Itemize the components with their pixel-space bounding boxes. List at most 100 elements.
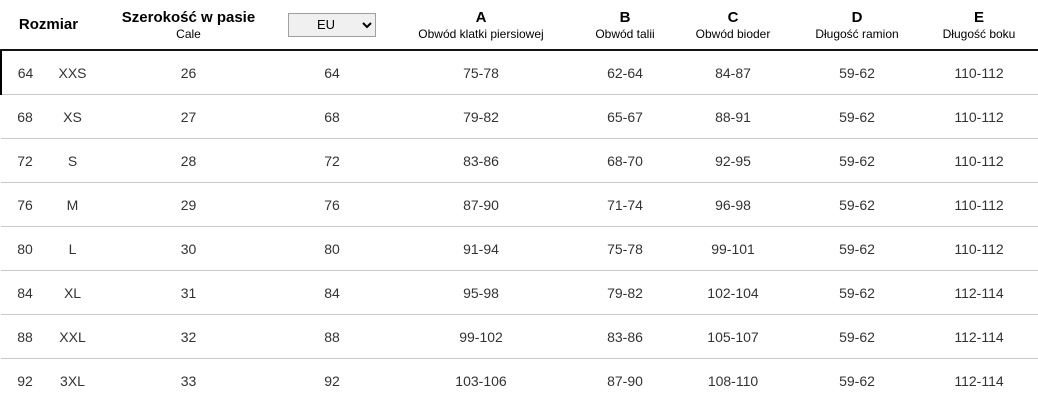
cell-chest: 95-98	[383, 270, 579, 315]
cell-arm-length: 59-62	[795, 314, 919, 359]
header-measure-c-code: C	[727, 8, 739, 26]
cell-arm-length: 59-62	[795, 138, 919, 183]
cell-size-selected-unit: 88	[281, 314, 383, 359]
header-measure-a-label: Obwód klatki piersiowej	[418, 26, 544, 41]
cell-chest: 91-94	[383, 226, 579, 271]
header-measure-d-label: Długość ramion	[815, 26, 899, 41]
cell-size-international: L	[49, 226, 96, 271]
cell-hips: 108-110	[707, 372, 759, 389]
cell-size: 92	[17, 372, 33, 389]
header-unit: EU	[281, 0, 383, 51]
cell-inches: 31	[96, 270, 281, 315]
cell-size-selected-unit: 64	[281, 50, 383, 95]
cell-arm-length: 59-62	[795, 94, 919, 139]
cell-size: 88	[1, 314, 49, 359]
header-measure-d-code: D	[851, 8, 863, 26]
cell-size-selected-unit: 84	[281, 270, 383, 315]
cell-size-international: XS	[49, 94, 96, 139]
cell-size-international: XXL	[49, 314, 96, 359]
header-measure-e-label: Długość boku	[942, 26, 1016, 41]
cell-size: 72	[1, 138, 49, 183]
cell-chest: 83-86	[383, 138, 579, 183]
cell-size-international: 3XL	[60, 372, 85, 389]
cell-waist: 87-90	[607, 372, 643, 389]
cell-size-international: M	[49, 182, 96, 227]
header-szerokosc-w-pasie: Szerokość w pasie Cale	[96, 0, 281, 51]
cell-inches: 29	[96, 182, 281, 227]
cell-side-length: 110-112	[919, 50, 1038, 95]
cell-waist: 83-86	[579, 314, 671, 359]
header-measure-c: C Obwód bioder	[671, 0, 795, 51]
header-measure-a-code: A	[475, 8, 487, 26]
cell-waist: 71-74	[579, 182, 671, 227]
cell-hips: 96-98	[671, 182, 795, 227]
cell-size-international: XXS	[49, 50, 96, 95]
cell-side-length: 110-112	[919, 94, 1038, 139]
header-rozmiar: Rozmiar	[1, 0, 96, 51]
cell-waist: 62-64	[579, 50, 671, 95]
cell-side-length: 110-112	[919, 226, 1038, 271]
cell-size-selected-unit: 80	[281, 226, 383, 271]
cell-size: 84	[1, 270, 49, 315]
header-cale-label: Cale	[176, 26, 201, 41]
cell-chest: 79-82	[383, 94, 579, 139]
cell-size-selected-unit: 68	[281, 94, 383, 139]
size-table-body: 64 XXS 26 64 75-78 62-64 84-87 59-62 110-112 68 XS…	[0, 50, 1038, 403]
header-szerokosc-label: Szerokość w pasie	[121, 8, 256, 26]
cell-arm-length: 59-62	[839, 372, 875, 389]
table-row: 72 S 28 72 83-86 68-70 92-95 59-62 110-112	[1, 138, 1038, 183]
cell-hips: 99-101	[671, 226, 795, 271]
cell-side-length: 112-114	[954, 372, 1004, 389]
header-measure-c-label: Obwód bioder	[695, 26, 771, 41]
cell-waist: 75-78	[579, 226, 671, 271]
cell-waist: 65-67	[579, 94, 671, 139]
cell-waist: 68-70	[579, 138, 671, 183]
table-row: 88 XXL 32 88 99-102 83-86 105-107 59-62 112-114	[1, 314, 1038, 359]
cell-inches: 27	[96, 94, 281, 139]
cell-waist: 79-82	[579, 270, 671, 315]
cell-side-length: 110-112	[919, 138, 1038, 183]
cell-arm-length: 59-62	[795, 182, 919, 227]
cell-inches: 28	[96, 138, 281, 183]
cell-size-international: S	[49, 138, 96, 183]
header-measure-b-label: Obwód talii	[595, 26, 655, 41]
unit-select[interactable]: EU	[288, 12, 376, 37]
header-measure-e-code: E	[973, 8, 984, 26]
table-row: 64 XXS 26 64 75-78 62-64 84-87 59-62 110-112	[0, 50, 1038, 95]
table-row: 92 3XL 33 92 103-106 87-90 108-110 59-62 112-114	[1, 359, 1038, 403]
header-row: Rozmiar Szerokość w pasie Cale EU A Obwó…	[1, 0, 1038, 51]
cell-hips: 105-107	[671, 314, 795, 359]
header-measure-b: B Obwód talii	[579, 0, 671, 51]
cell-size-selected-unit: 76	[281, 182, 383, 227]
cell-size-international: XL	[49, 270, 96, 315]
cell-side-length: 110-112	[919, 182, 1038, 227]
cell-size: 80	[1, 226, 49, 271]
header-measure-a: A Obwód klatki piersiowej	[383, 0, 579, 51]
cell-size-selected-unit: 92	[324, 372, 340, 389]
cell-inches: 26	[96, 50, 281, 95]
header-measure-b-code: B	[619, 8, 631, 26]
cell-inches: 30	[96, 226, 281, 271]
cell-size: 68	[1, 94, 49, 139]
table-row: 76 M 29 76 87-90 71-74 96-98 59-62 110-112	[1, 182, 1038, 227]
cell-hips: 84-87	[671, 50, 795, 95]
cell-chest: 75-78	[383, 50, 579, 95]
cell-inches: 33	[180, 372, 197, 389]
table-header: Rozmiar Szerokość w pasie Cale EU A Obwó…	[1, 0, 1038, 51]
header-measure-e: E Długość boku	[919, 0, 1038, 51]
cell-chest: 99-102	[383, 314, 579, 359]
cell-arm-length: 59-62	[795, 226, 919, 271]
cell-hips: 88-91	[671, 94, 795, 139]
cell-arm-length: 59-62	[795, 270, 919, 315]
cell-hips: 92-95	[671, 138, 795, 183]
cell-inches: 32	[96, 314, 281, 359]
cell-side-length: 112-114	[919, 270, 1038, 315]
cell-chest: 103-106	[455, 372, 507, 389]
cell-size-selected-unit: 72	[281, 138, 383, 183]
table-row: 84 XL 31 84 95-98 79-82 102-104 59-62 112-114	[1, 270, 1038, 315]
header-measure-d: D Długość ramion	[795, 0, 919, 51]
cell-size: 64	[0, 50, 49, 95]
table-row: 80 L 30 80 91-94 75-78 99-101 59-62 110-112	[1, 226, 1038, 271]
cell-side-length: 112-114	[919, 314, 1038, 359]
